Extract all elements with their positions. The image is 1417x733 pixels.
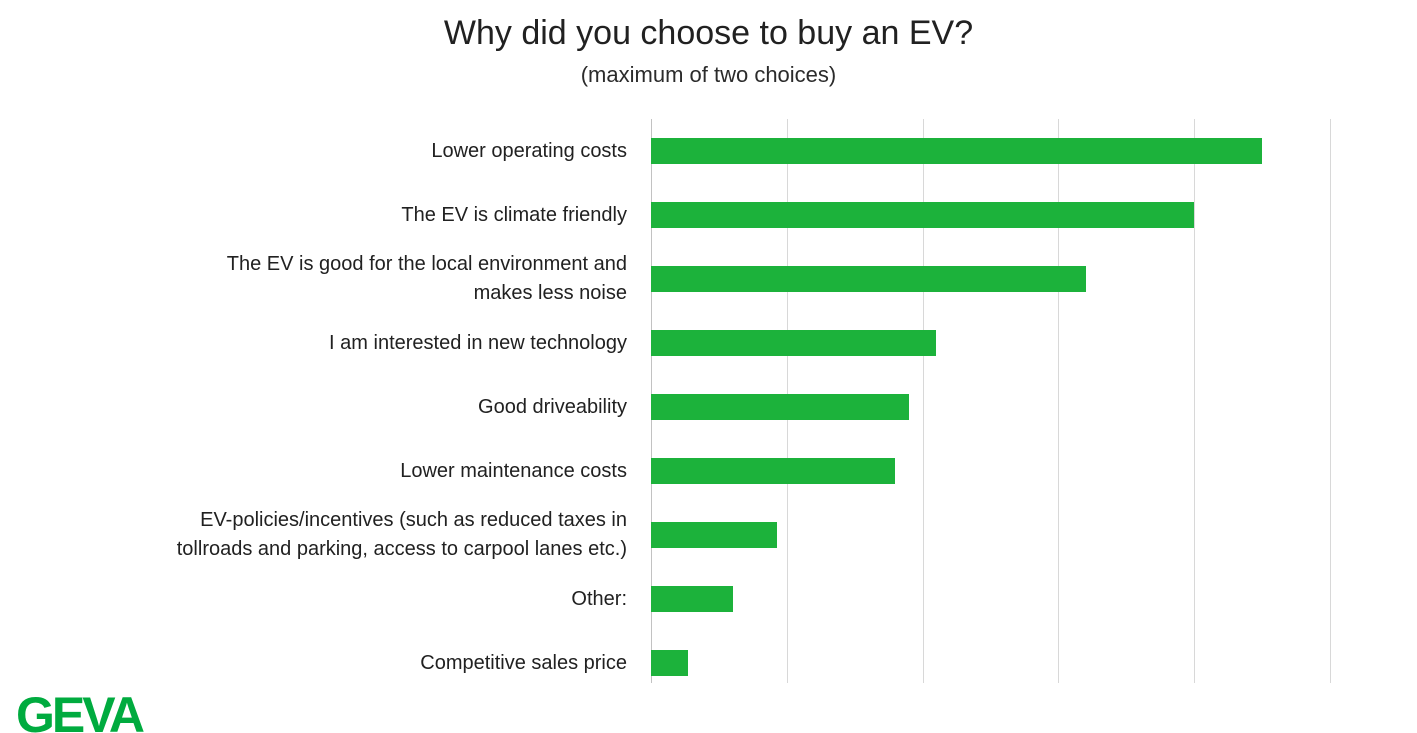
- category-label: Lower operating costs: [431, 139, 627, 162]
- bar-track: [651, 394, 1417, 420]
- bar-track: [651, 330, 1417, 356]
- gridline: [1330, 119, 1331, 683]
- chart-title: Why did you choose to buy an EV?: [443, 14, 974, 52]
- category-label: Lower maintenance costs: [400, 459, 627, 482]
- chart-row: I am interested in new technology: [0, 311, 1417, 375]
- chart-row: Other:: [0, 567, 1417, 631]
- bar: [651, 586, 733, 612]
- category-label: EV-policies/incentives (such as reduced …: [176, 509, 627, 560]
- chart-row: The EV is good for the local environment…: [0, 247, 1417, 311]
- bar-track: [651, 650, 1417, 676]
- category-label: I am interested in new technology: [329, 331, 627, 354]
- category-label: The EV is good for the local environment…: [226, 253, 627, 304]
- category-label: The EV is climate friendly: [401, 203, 627, 226]
- gridline: [1194, 119, 1196, 683]
- bar: [651, 202, 1195, 228]
- bar: [651, 650, 688, 676]
- category-label: Other:: [571, 587, 627, 610]
- bar-track: [651, 522, 1417, 548]
- bar-rows: Lower operating costs The EV is climate f…: [0, 119, 1417, 695]
- bar: [651, 138, 1263, 164]
- bar-track: [651, 266, 1417, 292]
- chart-row: The EV is climate friendly: [0, 183, 1417, 247]
- chart-row: Competitive sales price: [0, 631, 1417, 695]
- bar-track: [651, 202, 1417, 228]
- chart-row: Good driveability: [0, 375, 1417, 439]
- chart-row: EV-policies/incentives (such as reduced …: [0, 503, 1417, 567]
- bar: [651, 394, 909, 420]
- gridline: [922, 119, 924, 683]
- bar: [651, 458, 896, 484]
- chart-subtitle: (maximum of two choices): [580, 62, 837, 87]
- geva-logo: GEVA: [16, 687, 145, 733]
- bar: [651, 266, 1086, 292]
- category-label: Competitive sales price: [420, 651, 627, 674]
- chart-row: Lower maintenance costs: [0, 439, 1417, 503]
- bar-track: [651, 138, 1417, 164]
- gridline: [1058, 119, 1060, 683]
- chart-row: Lower operating costs: [0, 119, 1417, 183]
- bar-track: [651, 458, 1417, 484]
- bar: [651, 522, 778, 548]
- bar-track: [651, 586, 1417, 612]
- bar: [651, 330, 937, 356]
- category-label: Good driveability: [478, 395, 627, 418]
